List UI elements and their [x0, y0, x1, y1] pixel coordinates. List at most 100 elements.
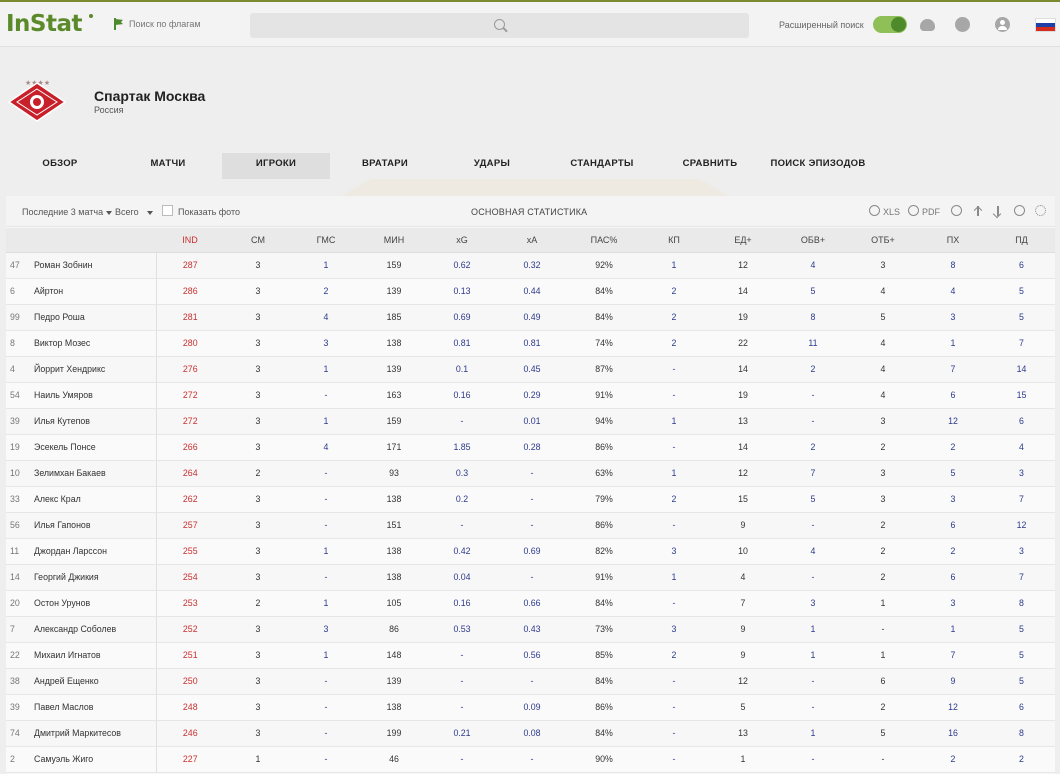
stat-cell[interactable]: 9: [918, 668, 988, 695]
tab-players[interactable]: ИГРОКИ: [222, 153, 330, 179]
stat-cell[interactable]: -: [640, 356, 708, 383]
stat-cell[interactable]: 7: [988, 486, 1055, 513]
arrow-up-icon[interactable]: [973, 205, 983, 217]
stat-cell[interactable]: 2: [292, 278, 360, 305]
stat-cell[interactable]: 3: [988, 460, 1055, 487]
stat-cell[interactable]: 4: [848, 330, 918, 357]
stat-cell[interactable]: 91%: [568, 382, 640, 409]
player-cell[interactable]: 74 Дмитрий Маркитесов: [6, 720, 157, 747]
stat-cell[interactable]: 272: [156, 382, 224, 409]
tab-matches[interactable]: МАТЧИ: [150, 158, 186, 169]
stat-cell[interactable]: 159: [360, 408, 428, 435]
stat-cell[interactable]: 1: [292, 252, 360, 279]
stat-cell[interactable]: 6: [848, 668, 918, 695]
player-cell[interactable]: 56 Илья Гапонов: [6, 512, 157, 539]
tab-set-pieces[interactable]: СТАНДАРТЫ: [570, 158, 634, 169]
stat-cell[interactable]: 7: [918, 356, 988, 383]
stat-cell[interactable]: 19: [708, 304, 778, 331]
stat-cell[interactable]: 3: [848, 252, 918, 279]
stat-cell[interactable]: 1: [292, 642, 360, 669]
column-header-px[interactable]: ПХ: [918, 228, 988, 253]
stat-cell[interactable]: 14: [708, 356, 778, 383]
stat-cell[interactable]: -: [428, 512, 496, 539]
stat-cell[interactable]: 6: [918, 382, 988, 409]
stat-cell[interactable]: 73%: [568, 616, 640, 643]
download-pdf-icon[interactable]: [908, 205, 919, 216]
stat-cell[interactable]: 248: [156, 694, 224, 721]
stat-cell[interactable]: 0.08: [496, 720, 568, 747]
stat-cell[interactable]: 0.44: [496, 278, 568, 305]
stat-cell[interactable]: -: [496, 668, 568, 695]
player-name-link[interactable]: Александр Соболев: [34, 624, 117, 634]
stat-cell[interactable]: 2: [640, 330, 708, 357]
stat-cell[interactable]: 10: [708, 538, 778, 565]
stat-cell[interactable]: 86: [360, 616, 428, 643]
player-cell[interactable]: 22 Михаил Игнатов: [6, 642, 157, 669]
stat-cell[interactable]: 82%: [568, 538, 640, 565]
stat-cell[interactable]: 4: [848, 382, 918, 409]
stat-cell[interactable]: -: [778, 694, 848, 721]
stat-cell[interactable]: 1: [640, 564, 708, 591]
stat-cell[interactable]: 5: [988, 668, 1055, 695]
stat-cell[interactable]: 5: [988, 278, 1055, 305]
stat-cell[interactable]: 91%: [568, 564, 640, 591]
stat-cell[interactable]: 79%: [568, 486, 640, 513]
player-name-link[interactable]: Роман Зобнин: [34, 260, 93, 270]
stat-cell[interactable]: 3: [224, 278, 292, 305]
column-header-obv[interactable]: ОБВ+: [778, 228, 848, 253]
stat-cell[interactable]: 19: [708, 382, 778, 409]
stat-cell[interactable]: 139: [360, 278, 428, 305]
search-input[interactable]: [250, 13, 749, 38]
stat-cell[interactable]: 2: [778, 434, 848, 461]
stat-cell[interactable]: 3: [224, 434, 292, 461]
stat-cell[interactable]: 5: [918, 460, 988, 487]
stat-cell[interactable]: 3: [848, 486, 918, 513]
stat-cell[interactable]: 255: [156, 538, 224, 565]
player-cell[interactable]: 14 Георгий Джикия: [6, 564, 157, 591]
player-name-link[interactable]: Алекс Крал: [34, 494, 81, 504]
player-cell[interactable]: 2 Самуэль Жиго: [6, 746, 157, 773]
stat-cell[interactable]: 148: [360, 642, 428, 669]
stat-cell[interactable]: -: [496, 486, 568, 513]
player-name-link[interactable]: Йоррит Хендрикс: [34, 364, 106, 374]
player-name-link[interactable]: Наиль Умяров: [34, 390, 93, 400]
stat-cell[interactable]: 139: [360, 356, 428, 383]
stat-cell[interactable]: 0.53: [428, 616, 496, 643]
player-name-link[interactable]: Айртон: [34, 286, 64, 296]
stat-cell[interactable]: 3: [918, 304, 988, 331]
stat-cell[interactable]: 0.32: [496, 252, 568, 279]
stat-cell[interactable]: 1: [292, 408, 360, 435]
stat-cell[interactable]: 264: [156, 460, 224, 487]
stat-cell[interactable]: 12: [988, 512, 1055, 539]
stat-cell[interactable]: 0.29: [496, 382, 568, 409]
stat-cell[interactable]: 4: [778, 538, 848, 565]
stat-cell[interactable]: 0.28: [496, 434, 568, 461]
stat-cell[interactable]: 3: [224, 408, 292, 435]
stat-cell[interactable]: 5: [848, 720, 918, 747]
stat-cell[interactable]: 87%: [568, 356, 640, 383]
stat-cell[interactable]: 138: [360, 564, 428, 591]
stat-cell[interactable]: -: [292, 720, 360, 747]
stat-cell[interactable]: 0.62: [428, 252, 496, 279]
player-cell[interactable]: 6 Айртон: [6, 278, 157, 305]
column-header-ind[interactable]: IND: [156, 228, 224, 253]
stat-cell[interactable]: 86%: [568, 694, 640, 721]
stat-cell[interactable]: 3: [292, 330, 360, 357]
flag-search-link[interactable]: Поиск по флагам: [113, 18, 201, 30]
scope-select[interactable]: Всего: [115, 207, 153, 217]
stat-cell[interactable]: 7: [778, 460, 848, 487]
stat-cell[interactable]: 12: [708, 668, 778, 695]
stat-cell[interactable]: 280: [156, 330, 224, 357]
stat-cell[interactable]: -: [428, 642, 496, 669]
stat-cell[interactable]: 84%: [568, 590, 640, 617]
stat-cell[interactable]: 8: [918, 252, 988, 279]
stat-cell[interactable]: 3: [292, 616, 360, 643]
stat-cell[interactable]: 2: [224, 460, 292, 487]
stat-cell[interactable]: 3: [640, 616, 708, 643]
stat-cell[interactable]: -: [292, 564, 360, 591]
russia-flag-icon[interactable]: [1035, 18, 1056, 32]
globe-icon[interactable]: [955, 17, 970, 32]
stat-cell[interactable]: 3: [224, 720, 292, 747]
stat-cell[interactable]: 2: [640, 304, 708, 331]
stat-cell[interactable]: 7: [708, 590, 778, 617]
